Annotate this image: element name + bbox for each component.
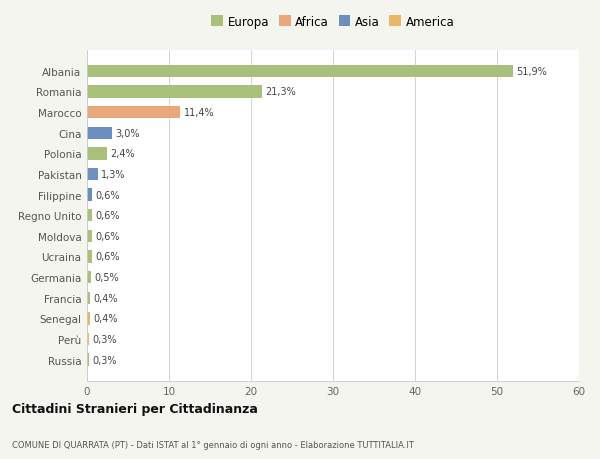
Bar <box>87 251 92 263</box>
Text: 0,5%: 0,5% <box>94 273 119 282</box>
Bar <box>87 210 92 222</box>
Bar <box>87 189 92 202</box>
Text: Cittadini Stranieri per Cittadinanza: Cittadini Stranieri per Cittadinanza <box>12 403 258 415</box>
Text: 2,4%: 2,4% <box>110 149 134 159</box>
Bar <box>87 292 90 304</box>
Text: 1,3%: 1,3% <box>101 169 125 179</box>
Legend: Europa, Africa, Asia, America: Europa, Africa, Asia, America <box>209 13 457 31</box>
Text: 0,4%: 0,4% <box>94 293 118 303</box>
Bar <box>87 168 98 181</box>
Text: 0,3%: 0,3% <box>93 355 117 365</box>
Text: 0,4%: 0,4% <box>94 313 118 324</box>
Text: 0,6%: 0,6% <box>95 252 120 262</box>
Text: 11,4%: 11,4% <box>184 108 214 118</box>
Bar <box>87 66 512 78</box>
Text: 0,3%: 0,3% <box>93 334 117 344</box>
Text: 21,3%: 21,3% <box>265 87 296 97</box>
Bar <box>87 148 107 160</box>
Text: 3,0%: 3,0% <box>115 129 139 139</box>
Bar <box>87 271 91 284</box>
Bar <box>87 313 90 325</box>
Bar <box>87 127 112 140</box>
Text: COMUNE DI QUARRATA (PT) - Dati ISTAT al 1° gennaio di ogni anno - Elaborazione T: COMUNE DI QUARRATA (PT) - Dati ISTAT al … <box>12 440 414 449</box>
Bar <box>87 333 89 345</box>
Text: 0,6%: 0,6% <box>95 231 120 241</box>
Text: 0,6%: 0,6% <box>95 211 120 221</box>
Text: 51,9%: 51,9% <box>516 67 547 77</box>
Bar <box>87 230 92 242</box>
Bar <box>87 353 89 366</box>
Bar <box>87 86 262 98</box>
Bar <box>87 106 181 119</box>
Text: 0,6%: 0,6% <box>95 190 120 200</box>
